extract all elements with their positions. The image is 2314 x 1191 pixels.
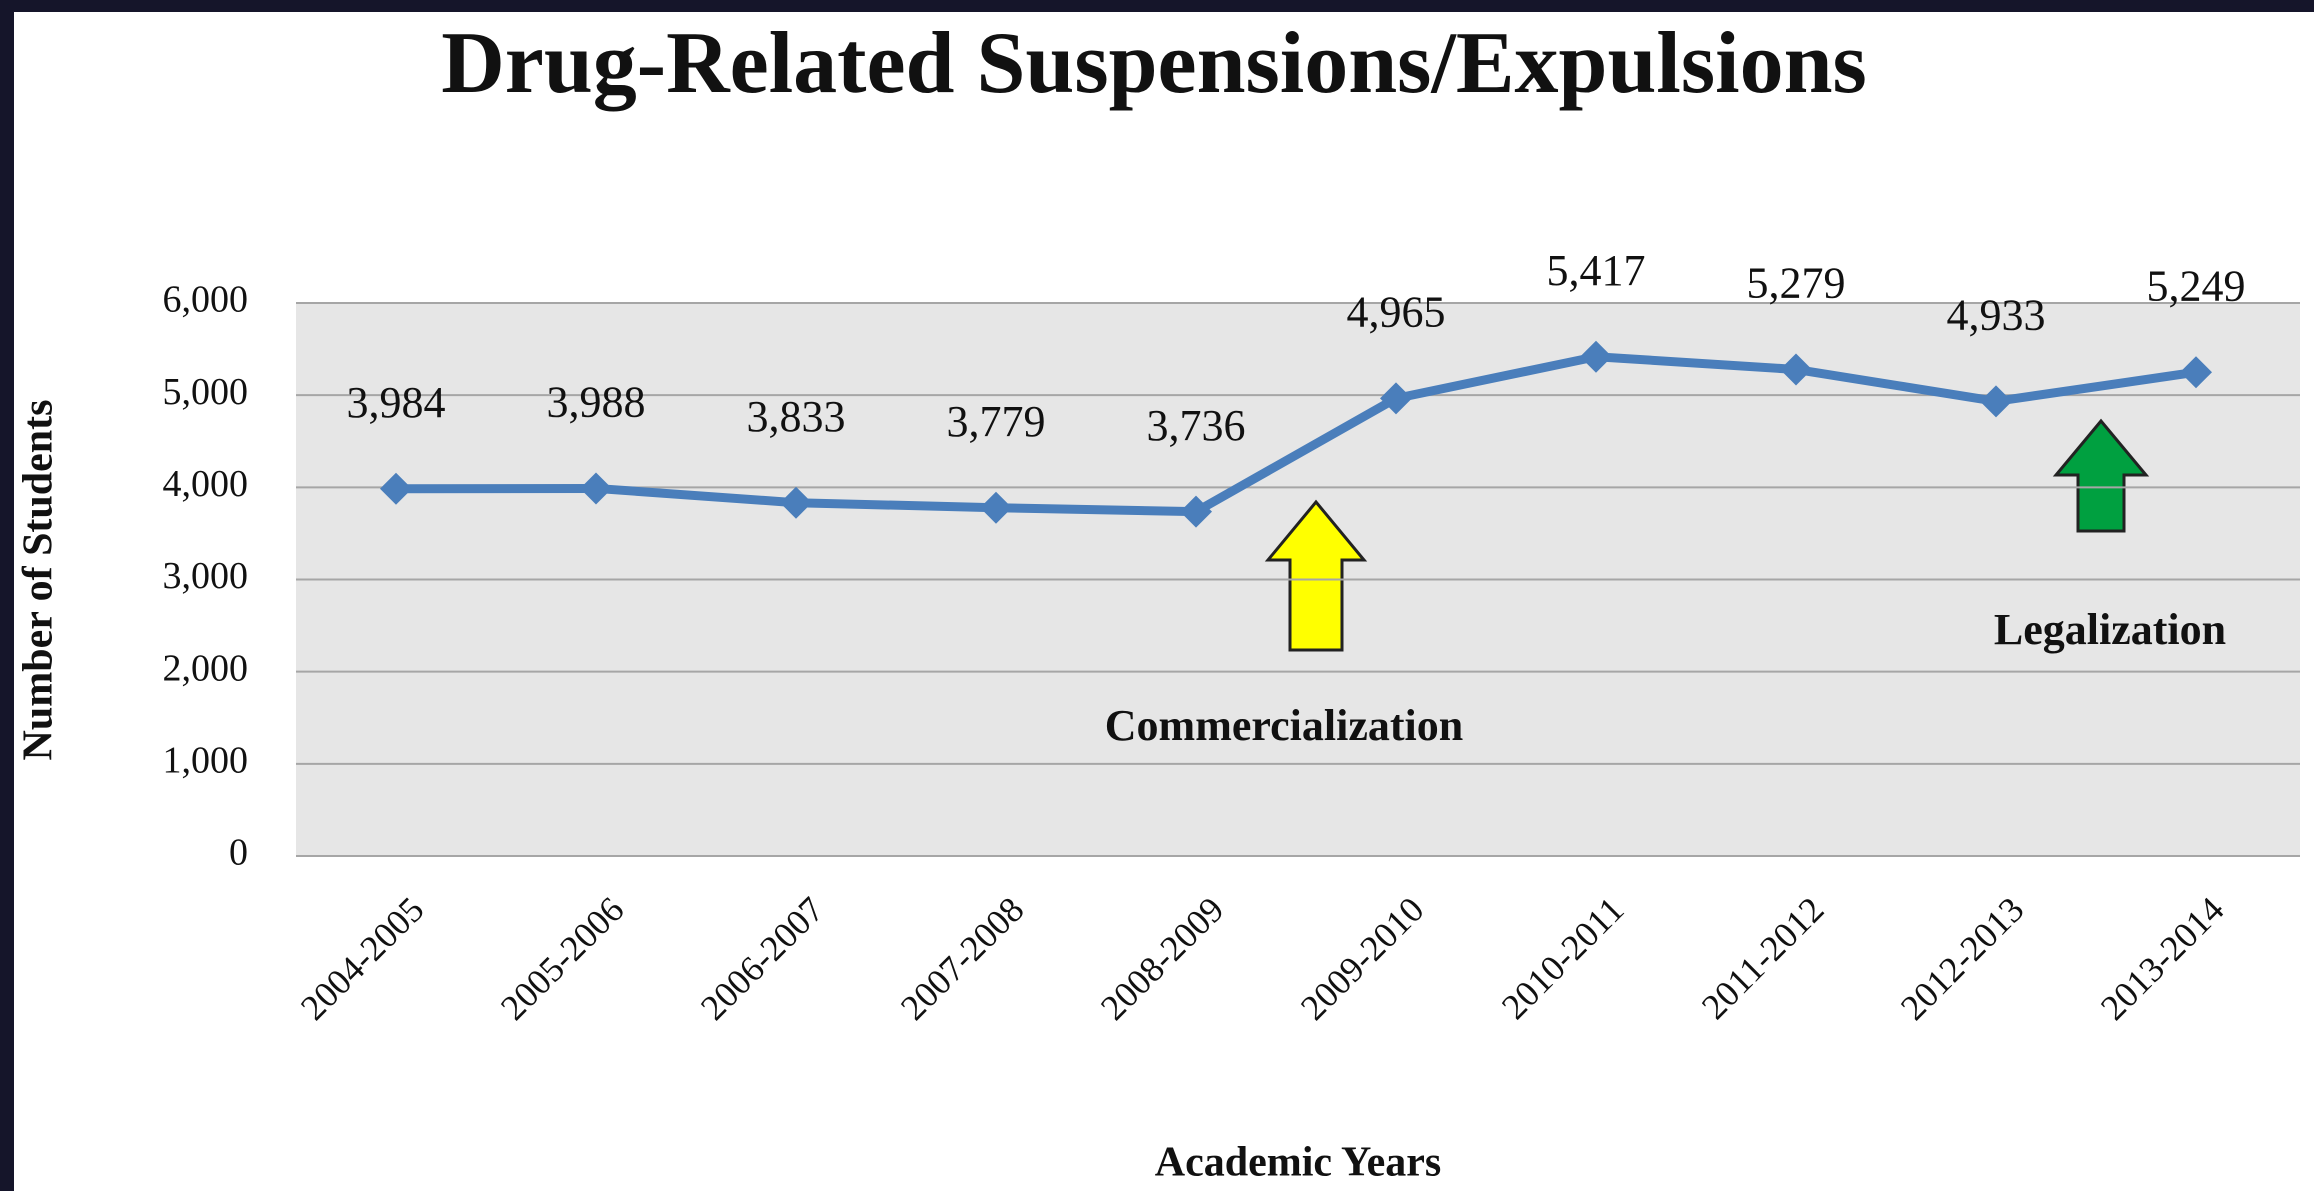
data-point — [580, 472, 612, 505]
legalization-arrow — [2052, 418, 2150, 533]
data-point — [1780, 353, 1812, 386]
data-label: 3,833 — [747, 392, 846, 441]
data-point — [1580, 340, 1612, 373]
annotation: Commercialization — [1105, 701, 1463, 750]
data-label: 3,779 — [947, 397, 1046, 446]
y-axis-label: Number of Students — [16, 400, 62, 761]
data-label: 5,417 — [1547, 246, 1646, 295]
data-label: 3,736 — [1147, 401, 1246, 450]
data-point — [2180, 356, 2212, 389]
annotation: Legalization — [1994, 605, 2226, 654]
y-tick-label: 6,000 — [163, 279, 249, 321]
y-tick-label: 5,000 — [163, 371, 249, 413]
y-tick-label: 0 — [229, 832, 248, 874]
y-tick-label: 4,000 — [163, 463, 249, 505]
data-point — [380, 472, 412, 505]
y-tick-label: 1,000 — [163, 740, 249, 782]
data-point — [980, 491, 1012, 524]
data-label: 5,279 — [1747, 259, 1846, 308]
data-label: 4,965 — [1347, 287, 1446, 336]
data-label: 3,984 — [347, 378, 446, 427]
data-point — [1980, 385, 2012, 418]
y-tick-label: 2,000 — [163, 647, 249, 689]
data-point — [1380, 382, 1412, 415]
data-label: 3,988 — [547, 378, 646, 427]
x-axis-label: Academic Years — [1155, 1140, 1442, 1186]
y-tick-label: 3,000 — [163, 555, 249, 597]
data-label: 5,249 — [2147, 261, 2246, 310]
data-point — [780, 486, 812, 519]
chart-title: Drug-Related Suspensions/Expulsions — [441, 15, 1867, 112]
data-line — [395, 352, 2197, 517]
data-point — [1180, 495, 1212, 528]
data-label: 4,933 — [1947, 290, 2046, 339]
commercialization-arrow — [1264, 499, 1368, 652]
